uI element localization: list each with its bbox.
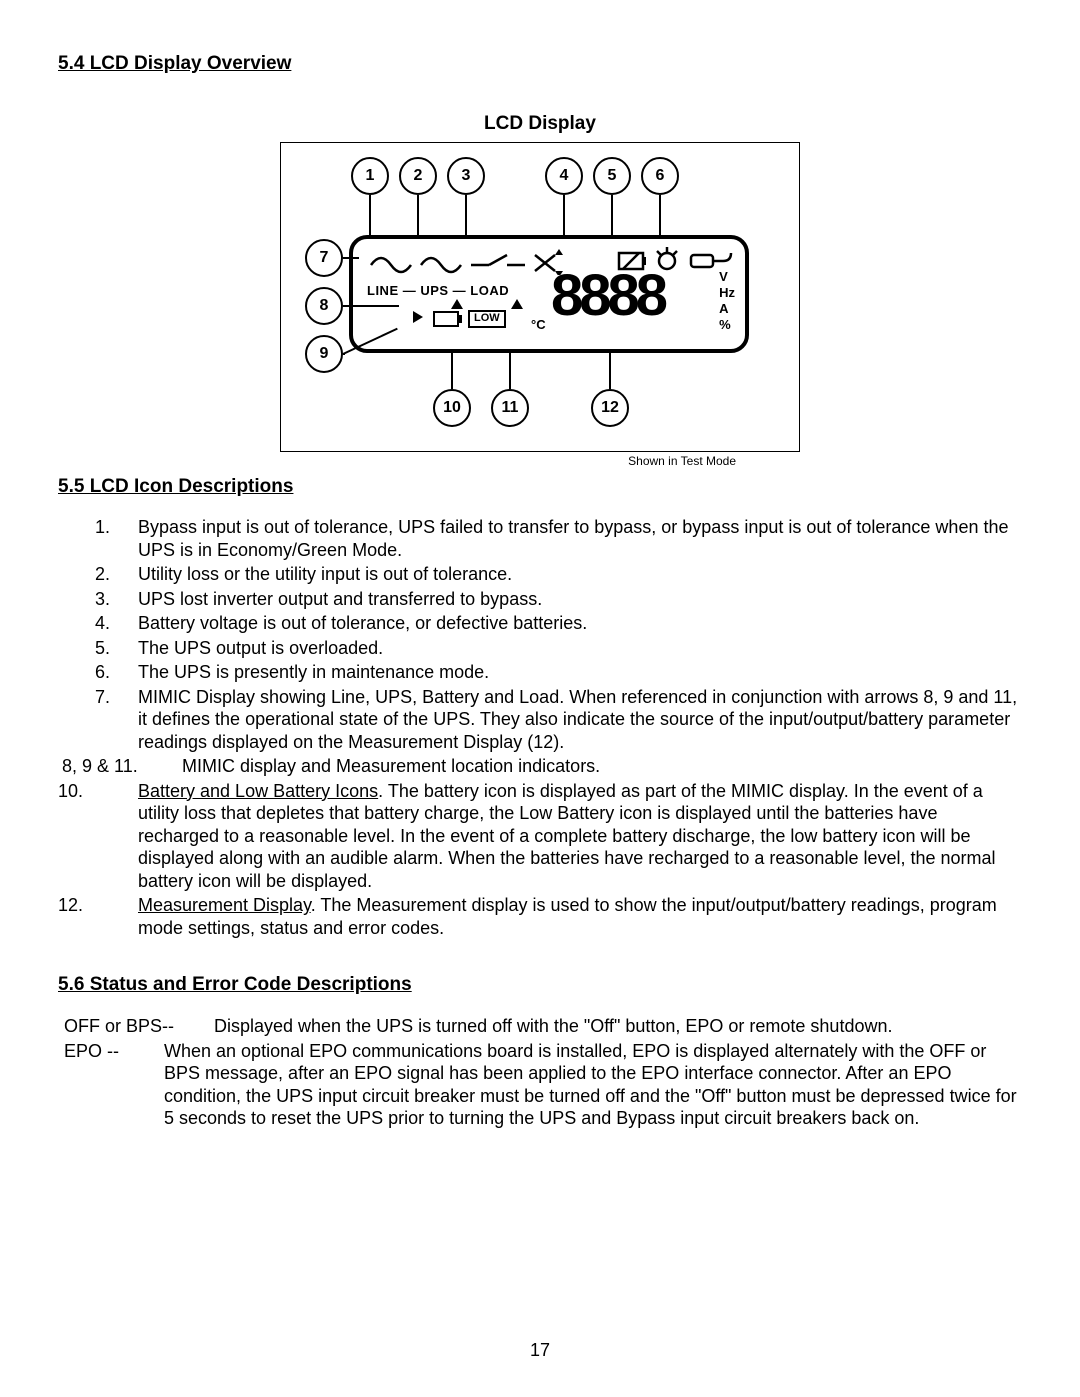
callout-2: 2 [399, 157, 437, 195]
lcd-units: V Hz A % [719, 269, 735, 334]
lcd-degc: °C [531, 317, 546, 333]
status-item: OFF or BPS-- Displayed when the UPS is t… [58, 1015, 1022, 1038]
callout-10: 10 [433, 389, 471, 427]
unit-pct: % [719, 317, 735, 333]
callout-6: 6 [641, 157, 679, 195]
callout-8: 8 [305, 287, 343, 325]
callout-5: 5 [593, 157, 631, 195]
figure-wrap: LINE — UPS — LOAD LOW °C 8888 V Hz A % [280, 142, 800, 469]
low-battery-label: LOW [468, 310, 506, 328]
callout-9: 9 [305, 335, 343, 373]
list-item: 6.The UPS is presently in maintenance mo… [58, 661, 1022, 684]
callout-12: 12 [591, 389, 629, 427]
figure-caption: Shown in Test Mode [280, 454, 800, 469]
status-text: When an optional EPO communications boar… [164, 1040, 1022, 1130]
callout-3: 3 [447, 157, 485, 195]
lcd-battery-row: LOW [433, 307, 506, 335]
status-text: Displayed when the UPS is turned off wit… [214, 1015, 1022, 1038]
list-item: 7.MIMIC Display showing Line, UPS, Batte… [58, 686, 1022, 754]
callout-4: 4 [545, 157, 583, 195]
battery-icon [433, 311, 459, 327]
page-number: 17 [0, 1339, 1080, 1362]
unit-hz: Hz [719, 285, 735, 301]
heading-5-4: 5.4 LCD Display Overview [58, 52, 1022, 76]
heading-5-5: 5.5 LCD Icon Descriptions [58, 475, 1022, 499]
lcd-mimic-text: LINE — UPS — LOAD [367, 283, 509, 303]
heading-5-6: 5.6 Status and Error Code Descriptions [58, 973, 1022, 997]
item10-lead: Battery and Low Battery Icons [138, 781, 378, 801]
callout-7: 7 [305, 239, 343, 277]
list-item: 2.Utility loss or the utility input is o… [58, 563, 1022, 586]
status-code-list: OFF or BPS-- Displayed when the UPS is t… [58, 1015, 1022, 1130]
arrow-up-icon-2 [511, 299, 523, 309]
list-item: 10. Battery and Low Battery Icons. The b… [58, 780, 1022, 893]
figure-title: LCD Display [58, 112, 1022, 136]
list-item: 3.UPS lost inverter output and transferr… [58, 588, 1022, 611]
list-item: 1.Bypass input is out of tolerance, UPS … [58, 516, 1022, 561]
status-label: OFF or BPS-- [58, 1015, 214, 1038]
list-item: 4.Battery voltage is out of tolerance, o… [58, 612, 1022, 635]
icon-description-list: 1.Bypass input is out of tolerance, UPS … [58, 516, 1022, 939]
lcd-seven-segment: 8888 [551, 267, 664, 325]
callout-11: 11 [491, 389, 529, 427]
page: 5.4 LCD Display Overview LCD Display [0, 0, 1080, 1397]
figure-frame: LINE — UPS — LOAD LOW °C 8888 V Hz A % [280, 142, 800, 452]
list-item: 5.The UPS output is overloaded. [58, 637, 1022, 660]
arrow-right-icon [413, 311, 423, 323]
list-item: 8, 9 & 11. MIMIC display and Measurement… [58, 755, 1022, 778]
item12-lead: Measurement Display [138, 895, 311, 915]
unit-a: A [719, 301, 735, 317]
list-item: 12. Measurement Display. The Measurement… [58, 894, 1022, 939]
unit-v: V [719, 269, 735, 285]
callout-1: 1 [351, 157, 389, 195]
status-label: EPO -- [58, 1040, 164, 1063]
lcd-display: LINE — UPS — LOAD LOW °C 8888 V Hz A % [349, 235, 749, 353]
status-item: EPO -- When an optional EPO communicatio… [58, 1040, 1022, 1130]
